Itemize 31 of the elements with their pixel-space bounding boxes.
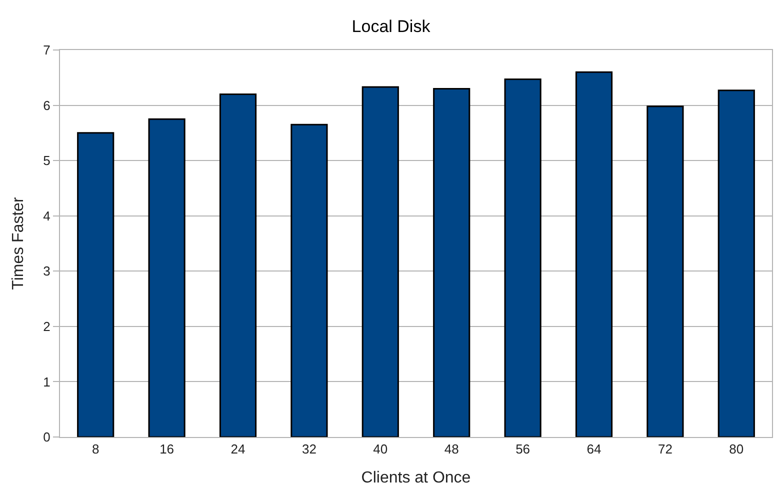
y-tick-label: 5 — [43, 153, 50, 168]
y-tick-label: 6 — [43, 98, 50, 113]
x-axis-title: Clients at Once — [361, 469, 471, 486]
bar — [575, 71, 613, 437]
bar — [148, 118, 186, 437]
y-tick-label: 1 — [43, 374, 50, 390]
bar — [504, 78, 542, 437]
chart-title: Local Disk — [352, 16, 431, 36]
bar — [77, 132, 114, 437]
bar — [646, 106, 684, 437]
x-tick-label: 72 — [658, 442, 672, 457]
y-tick-label: 7 — [43, 42, 50, 58]
x-tick-label: 48 — [444, 442, 459, 457]
x-tick-label: 16 — [160, 442, 174, 457]
y-tick-label: 3 — [43, 264, 50, 279]
bar — [290, 124, 328, 437]
x-tick-label: 8 — [92, 442, 100, 457]
bar — [219, 93, 257, 437]
y-tick-label: 2 — [43, 318, 50, 334]
y-tick-label: 0 — [43, 430, 50, 445]
x-tick-label: 24 — [230, 442, 246, 457]
bar — [718, 90, 755, 437]
x-tick-label: 32 — [302, 442, 316, 457]
bar — [362, 86, 399, 437]
x-tick-label: 40 — [373, 442, 388, 457]
y-axis-title: Times Faster — [10, 196, 28, 290]
x-tick-label: 64 — [586, 442, 602, 457]
x-tick-label: 80 — [729, 442, 744, 457]
x-tick-label: 56 — [516, 442, 530, 457]
y-tick-label: 4 — [43, 208, 50, 224]
bar — [433, 88, 470, 437]
